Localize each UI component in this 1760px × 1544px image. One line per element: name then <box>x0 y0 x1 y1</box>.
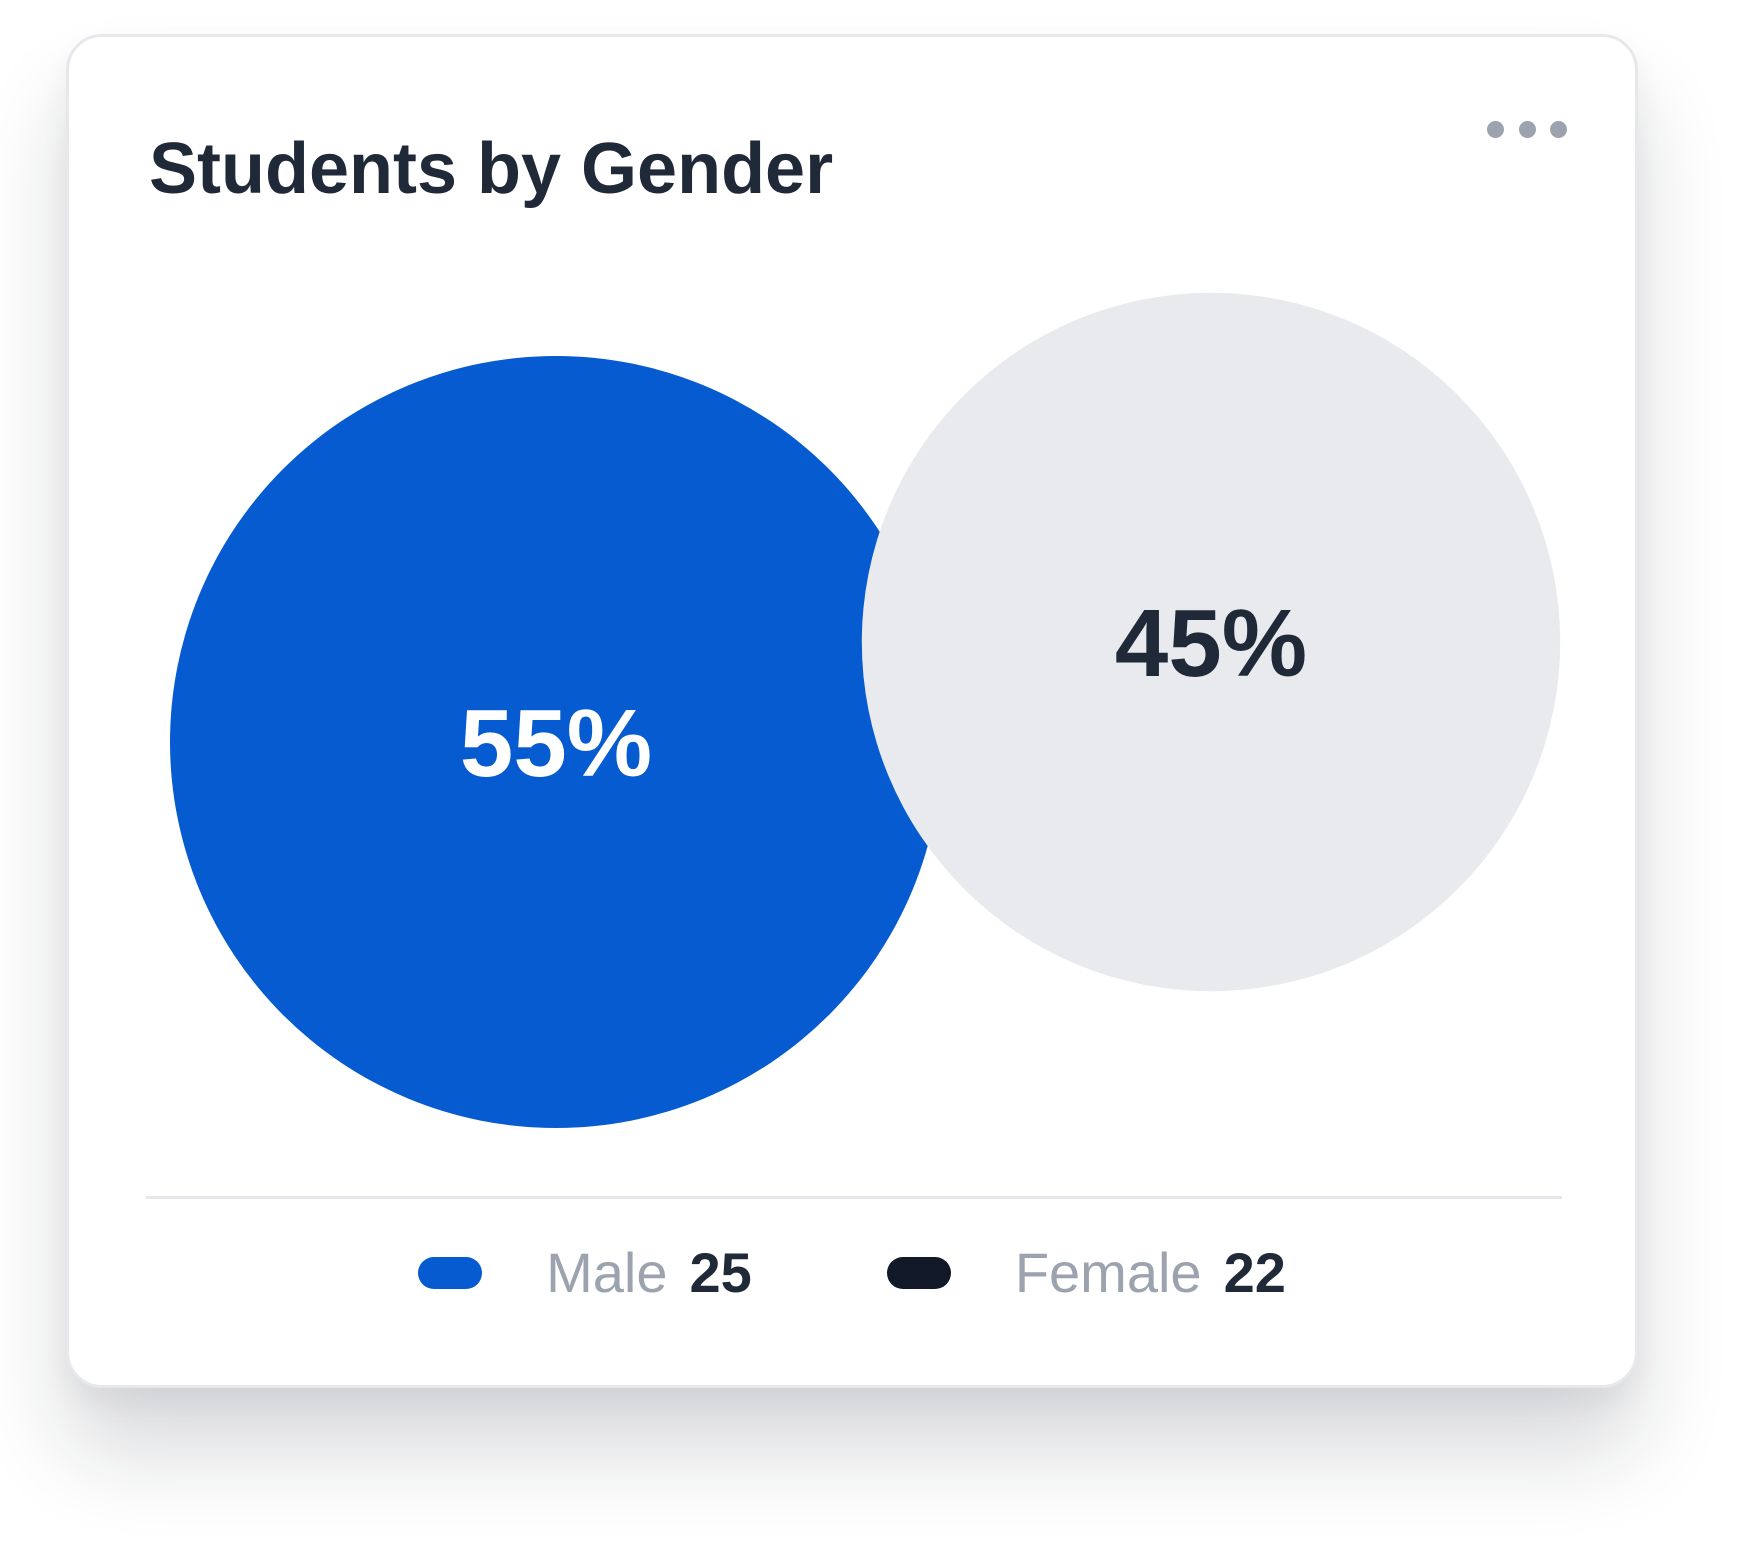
more-options-button[interactable] <box>1487 109 1567 149</box>
gender-bubble-chart: 55% 45% <box>170 292 1561 1128</box>
bubble-female[interactable] <box>861 292 1561 992</box>
students-by-gender-card: Students by Gender 55% 45% Male 25 Femal… <box>66 34 1638 1388</box>
legend-label-female: Female <box>1014 1241 1202 1304</box>
legend-label-male: Male <box>546 1241 668 1304</box>
card-title: Students by Gender <box>149 129 834 209</box>
legend-swatch-female <box>886 1257 951 1289</box>
more-horizontal-icon <box>1487 120 1504 138</box>
legend: Male 25 Female 22 <box>69 1233 1635 1313</box>
bubble-male-label: 55% <box>460 690 652 797</box>
more-horizontal-icon-dot <box>1518 120 1536 138</box>
more-horizontal-icon-dot <box>1550 120 1567 138</box>
legend-value-male: 25 <box>689 1241 752 1304</box>
legend-swatch-male <box>418 1257 483 1289</box>
legend-item-female[interactable]: Female 22 <box>886 1241 1286 1304</box>
bubble-male[interactable] <box>170 356 942 1128</box>
bubble-female-label: 45% <box>1115 590 1307 697</box>
legend-item-male[interactable]: Male 25 <box>418 1245 752 1301</box>
legend-value-female: 22 <box>1223 1241 1286 1304</box>
divider <box>146 1196 1562 1199</box>
